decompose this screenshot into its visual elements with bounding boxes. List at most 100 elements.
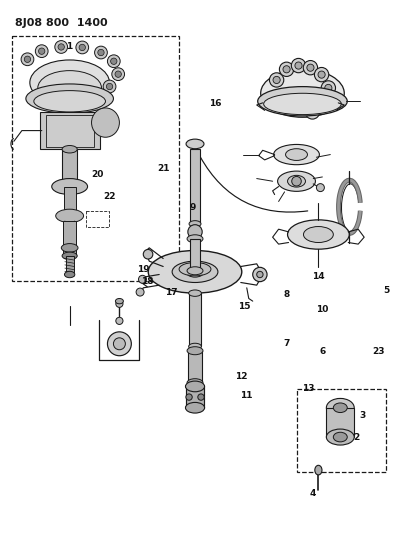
- Circle shape: [309, 108, 316, 116]
- Circle shape: [198, 394, 204, 400]
- Ellipse shape: [264, 93, 341, 115]
- Circle shape: [58, 44, 64, 50]
- Circle shape: [111, 58, 117, 64]
- Circle shape: [257, 271, 263, 278]
- Text: 5: 5: [383, 286, 389, 295]
- Ellipse shape: [38, 70, 101, 106]
- Circle shape: [21, 53, 34, 66]
- Circle shape: [139, 276, 146, 283]
- Text: 12: 12: [234, 372, 247, 381]
- Circle shape: [136, 288, 144, 296]
- Ellipse shape: [187, 235, 203, 243]
- Circle shape: [303, 61, 318, 75]
- Text: 14: 14: [312, 272, 325, 280]
- Circle shape: [55, 41, 68, 53]
- Circle shape: [314, 68, 329, 82]
- Circle shape: [98, 50, 104, 56]
- Bar: [189, 293, 201, 346]
- Ellipse shape: [26, 84, 113, 114]
- Text: 11: 11: [240, 391, 253, 400]
- Ellipse shape: [189, 221, 201, 227]
- Ellipse shape: [186, 139, 204, 149]
- Text: 8: 8: [283, 290, 290, 298]
- Ellipse shape: [185, 381, 205, 392]
- Circle shape: [39, 48, 45, 54]
- Bar: [12, 36, 179, 281]
- Bar: [186, 386, 204, 408]
- Circle shape: [95, 46, 107, 59]
- Circle shape: [321, 81, 336, 95]
- Ellipse shape: [326, 399, 354, 417]
- Ellipse shape: [185, 402, 205, 413]
- Text: 18: 18: [141, 277, 154, 286]
- Text: 3: 3: [359, 411, 365, 420]
- Circle shape: [186, 394, 192, 400]
- Ellipse shape: [278, 171, 315, 191]
- Circle shape: [79, 44, 86, 51]
- Ellipse shape: [92, 108, 119, 137]
- Ellipse shape: [172, 261, 218, 282]
- Circle shape: [321, 100, 328, 108]
- Circle shape: [76, 41, 89, 54]
- Text: 17: 17: [165, 288, 178, 296]
- Circle shape: [103, 80, 116, 93]
- Text: 8J08 800  1400: 8J08 800 1400: [15, 18, 107, 28]
- Ellipse shape: [274, 144, 319, 165]
- Text: 19: 19: [137, 265, 150, 273]
- Circle shape: [115, 71, 121, 77]
- Ellipse shape: [326, 429, 354, 445]
- Ellipse shape: [288, 220, 349, 249]
- Ellipse shape: [62, 180, 77, 188]
- Bar: [40, 112, 100, 149]
- Circle shape: [269, 73, 284, 87]
- Ellipse shape: [179, 263, 211, 276]
- Ellipse shape: [187, 378, 203, 386]
- Ellipse shape: [64, 271, 75, 278]
- Ellipse shape: [62, 146, 77, 153]
- Ellipse shape: [189, 343, 201, 350]
- Circle shape: [188, 225, 202, 239]
- Circle shape: [295, 62, 302, 69]
- Circle shape: [253, 268, 267, 281]
- Circle shape: [291, 59, 306, 72]
- Bar: [86, 211, 109, 227]
- FancyArrowPatch shape: [200, 157, 308, 212]
- Circle shape: [107, 332, 131, 356]
- Bar: [190, 149, 200, 223]
- Circle shape: [316, 184, 324, 191]
- Circle shape: [107, 55, 120, 68]
- Text: 13: 13: [302, 384, 315, 392]
- Circle shape: [24, 56, 31, 62]
- Text: 23: 23: [372, 348, 384, 356]
- Circle shape: [116, 317, 123, 325]
- Ellipse shape: [115, 298, 123, 304]
- Circle shape: [143, 249, 153, 259]
- Ellipse shape: [186, 266, 204, 277]
- Circle shape: [318, 71, 325, 78]
- Text: 2: 2: [353, 433, 359, 441]
- Circle shape: [305, 105, 320, 119]
- Circle shape: [283, 66, 290, 73]
- Ellipse shape: [34, 91, 105, 112]
- Ellipse shape: [334, 403, 347, 413]
- Ellipse shape: [315, 465, 322, 475]
- Text: 7: 7: [283, 340, 290, 348]
- Bar: [326, 408, 354, 437]
- Ellipse shape: [148, 251, 242, 293]
- Text: 10: 10: [316, 305, 329, 313]
- Ellipse shape: [286, 149, 307, 160]
- Circle shape: [106, 83, 113, 90]
- Ellipse shape: [61, 244, 78, 252]
- Bar: [190, 239, 200, 271]
- Ellipse shape: [56, 209, 84, 223]
- Bar: [62, 149, 77, 184]
- Circle shape: [325, 84, 332, 92]
- Circle shape: [113, 338, 125, 350]
- Text: 1: 1: [66, 43, 73, 51]
- Text: 6: 6: [319, 348, 326, 356]
- Ellipse shape: [304, 227, 334, 243]
- Bar: [63, 221, 76, 256]
- Bar: [66, 256, 74, 272]
- Circle shape: [116, 300, 123, 308]
- Ellipse shape: [261, 69, 344, 117]
